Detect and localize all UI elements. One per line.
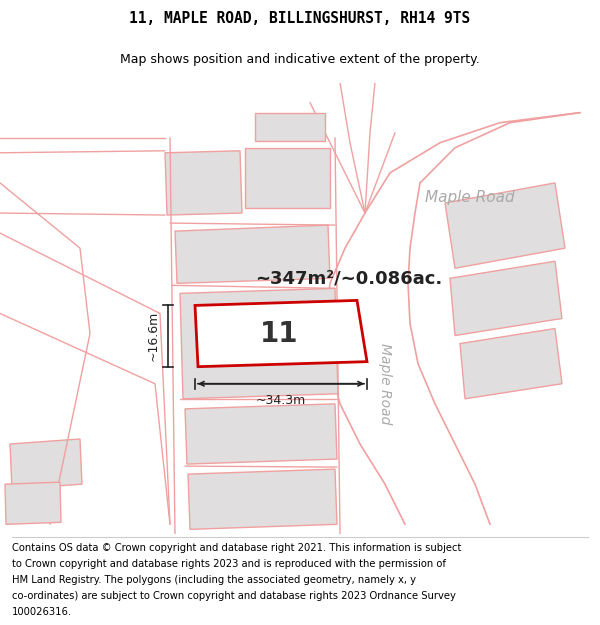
Polygon shape [245,148,330,208]
Text: 100026316.: 100026316. [12,607,72,617]
Text: HM Land Registry. The polygons (including the associated geometry, namely x, y: HM Land Registry. The polygons (includin… [12,575,416,585]
Polygon shape [460,329,562,399]
Text: Contains OS data © Crown copyright and database right 2021. This information is : Contains OS data © Crown copyright and d… [12,543,461,554]
Polygon shape [5,482,61,524]
Text: ~34.3m: ~34.3m [256,394,306,407]
Text: ~347m²/~0.086ac.: ~347m²/~0.086ac. [255,269,442,288]
Text: Maple Road: Maple Road [425,191,515,206]
Polygon shape [180,288,338,399]
Polygon shape [185,404,337,464]
Text: to Crown copyright and database rights 2023 and is reproduced with the permissio: to Crown copyright and database rights 2… [12,559,446,569]
Text: co-ordinates) are subject to Crown copyright and database rights 2023 Ordnance S: co-ordinates) are subject to Crown copyr… [12,591,456,601]
Polygon shape [445,183,565,268]
Text: Maple Road: Maple Road [378,343,392,424]
Text: 11: 11 [260,319,299,348]
Text: Map shows position and indicative extent of the property.: Map shows position and indicative extent… [120,53,480,66]
Polygon shape [195,301,367,367]
Polygon shape [165,151,242,215]
Polygon shape [175,225,330,283]
Polygon shape [255,112,325,141]
Text: 11, MAPLE ROAD, BILLINGSHURST, RH14 9TS: 11, MAPLE ROAD, BILLINGSHURST, RH14 9TS [130,11,470,26]
Polygon shape [188,469,337,529]
Polygon shape [450,261,562,336]
Polygon shape [10,439,82,489]
Text: ~16.6m: ~16.6m [147,311,160,361]
